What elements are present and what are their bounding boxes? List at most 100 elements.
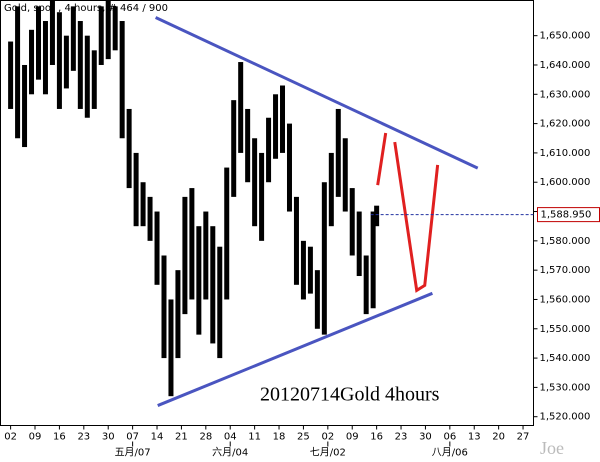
x-tick-label: 18 <box>273 432 286 443</box>
month-label: 八月/06 <box>432 447 468 459</box>
trendline <box>393 141 440 293</box>
x-tick-label: 27 <box>517 432 530 443</box>
x-tick-label: 28 <box>199 432 212 443</box>
price-bar <box>370 211 376 309</box>
price-bar <box>168 299 174 397</box>
price-bar <box>63 35 69 89</box>
y-tick-label: 1,550.000 <box>540 324 591 335</box>
y-tick-label: 1,580.000 <box>540 236 591 247</box>
x-tick-label: 16 <box>53 432 66 443</box>
price-bar <box>231 100 237 197</box>
price-bar <box>154 211 160 285</box>
price-bar <box>91 50 97 109</box>
price-bar <box>189 188 195 300</box>
chart-title: Gold, spot , 4 hours, # 464 / 900 <box>4 3 168 14</box>
x-tick-label: 25 <box>297 432 310 443</box>
price-bar <box>161 255 167 359</box>
price-bar <box>321 182 327 335</box>
price-bar <box>182 196 188 315</box>
price-bar <box>77 21 83 109</box>
watermark: Joe <box>540 438 564 458</box>
price-bar <box>203 211 209 300</box>
price-bar <box>49 0 55 65</box>
price-bar <box>224 167 230 300</box>
x-tick-label: 30 <box>102 432 115 443</box>
y-tick-label: 1,630.000 <box>540 89 591 100</box>
price-bar <box>259 152 265 241</box>
price-bar <box>98 6 104 65</box>
price-bar <box>140 182 146 227</box>
trendline <box>376 132 388 186</box>
annotation: 20120714Gold 4hours <box>260 384 440 406</box>
y-tick-label: 1,640.000 <box>540 60 591 71</box>
price-bar <box>42 21 48 95</box>
x-tick-label: 07 <box>126 432 139 443</box>
x-tick-label: 30 <box>419 432 432 443</box>
price-bar <box>84 35 90 118</box>
price-bar <box>119 21 125 139</box>
price-bar <box>133 152 139 227</box>
month-label: 五月/07 <box>115 447 151 459</box>
price-bar <box>35 6 41 80</box>
y-tick-label: 1,620.000 <box>540 119 591 130</box>
x-tick-label: 13 <box>468 432 481 443</box>
y-tick-label: 1,650.000 <box>540 31 591 42</box>
x-tick-label: 06 <box>443 432 456 443</box>
price-bar <box>280 85 286 153</box>
last-price-label: 1,588.950 <box>541 210 592 221</box>
price-bar <box>252 138 258 227</box>
price-bar <box>238 62 244 153</box>
x-tick-label: 21 <box>175 432 188 443</box>
price-bar <box>15 6 21 139</box>
x-tick-label: 09 <box>346 432 359 443</box>
price-bar <box>374 205 380 227</box>
price-bar <box>29 29 35 95</box>
y-tick-label: 1,610.000 <box>540 148 591 159</box>
price-bar <box>56 12 62 109</box>
price-bar <box>349 188 355 256</box>
y-tick-label: 1,600.000 <box>540 177 591 188</box>
x-tick-label: 16 <box>370 432 383 443</box>
price-bar <box>126 108 132 189</box>
y-tick-label: 1,560.000 <box>540 294 591 305</box>
y-tick-label: 1,570.000 <box>540 265 591 276</box>
price-bar <box>300 240 306 300</box>
price-bar <box>105 0 111 60</box>
price-bar <box>22 64 28 148</box>
x-tick-label: 14 <box>151 432 164 443</box>
price-bar <box>210 226 216 344</box>
price-bar <box>273 94 279 159</box>
price-bar <box>112 6 118 51</box>
price-bar <box>314 270 320 329</box>
price-bar <box>245 108 251 183</box>
price-bar <box>286 123 292 212</box>
y-tick-label: 1,530.000 <box>540 382 591 393</box>
month-label: 六月/04 <box>212 447 248 459</box>
x-tick-label: 23 <box>395 432 408 443</box>
x-tick-label: 02 <box>321 432 334 443</box>
month-label: 七月/02 <box>310 447 346 459</box>
trendline <box>157 291 433 407</box>
trendline <box>154 16 479 170</box>
x-tick-label: 02 <box>4 432 17 443</box>
price-bar <box>175 270 181 359</box>
price-bar <box>356 211 362 277</box>
price-bar <box>266 117 272 183</box>
x-tick-label: 20 <box>492 432 505 443</box>
y-tick-label: 1,540.000 <box>540 353 591 364</box>
x-tick-label: 09 <box>29 432 42 443</box>
price-bar <box>363 255 369 315</box>
price-bar <box>217 246 223 359</box>
price-bar <box>328 152 334 227</box>
price-bar <box>342 138 348 212</box>
y-tick-label: 1,520.000 <box>540 412 591 423</box>
price-bar <box>70 6 76 71</box>
price-bar <box>147 196 153 241</box>
price-bar <box>8 41 14 109</box>
price-bar <box>293 196 299 285</box>
x-tick-label: 23 <box>77 432 90 443</box>
price-bar <box>335 108 341 197</box>
price-bar <box>307 246 313 294</box>
x-tick-label: 11 <box>248 432 261 443</box>
